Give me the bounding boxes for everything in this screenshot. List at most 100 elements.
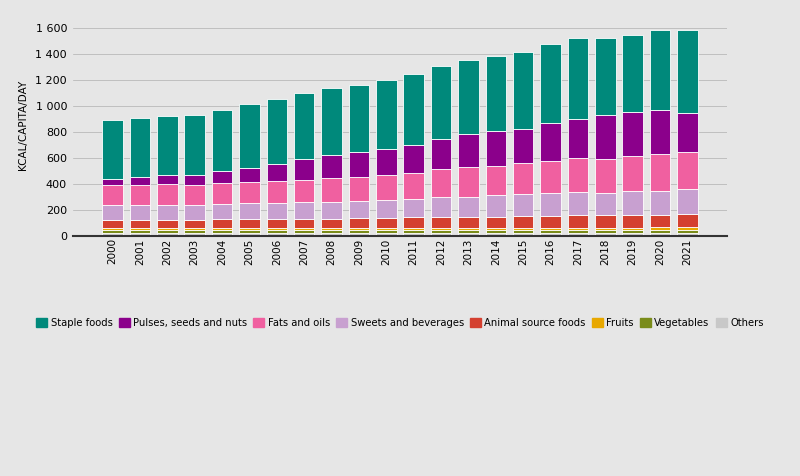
Bar [130,118,150,178]
Bar [430,197,451,218]
Bar [540,233,561,236]
Bar [130,233,150,236]
Bar [185,219,205,228]
Bar [266,164,287,180]
Bar [102,220,123,228]
Bar [513,129,534,163]
Bar [513,194,534,216]
Bar [130,228,150,230]
Bar [595,193,615,215]
Bar [403,233,424,236]
Bar [212,204,232,219]
Bar [650,233,670,236]
Bar [185,228,205,230]
Bar [650,228,670,230]
Bar [376,80,397,149]
Bar [294,159,314,180]
Bar [349,228,370,230]
Bar [349,200,370,218]
Bar [349,85,370,152]
Bar [130,230,150,233]
Bar [677,214,698,228]
Bar [157,230,178,233]
Bar [677,228,698,230]
Bar [568,192,588,215]
Bar [650,109,670,154]
Bar [403,228,424,230]
Bar [486,230,506,233]
Bar [130,185,150,205]
Bar [458,233,478,236]
Bar [239,219,260,228]
Bar [294,228,314,230]
Bar [513,216,534,228]
Bar [294,93,314,159]
Bar [677,113,698,152]
Bar [294,233,314,236]
Bar [185,233,205,236]
Bar [322,89,342,155]
Bar [458,197,478,217]
Bar [540,228,561,230]
Bar [322,228,342,230]
Bar [622,215,643,228]
Bar [322,155,342,178]
Bar [595,215,615,228]
Bar [239,233,260,236]
Bar [513,228,534,230]
Bar [403,145,424,173]
Bar [622,233,643,236]
Bar [458,134,478,168]
Bar [376,149,397,175]
Bar [540,193,561,216]
Bar [568,215,588,228]
Bar [486,166,506,195]
Bar [266,180,287,203]
Bar [595,159,615,193]
Bar [677,30,698,113]
Bar [102,233,123,236]
Bar [568,228,588,230]
Bar [403,173,424,199]
Bar [540,44,561,122]
Bar [677,230,698,233]
Bar [430,218,451,228]
Bar [102,178,123,185]
Legend: Staple foods, Pulses, seeds and nuts, Fats and oils, Sweets and beverages, Anima: Staple foods, Pulses, seeds and nuts, Fa… [33,314,767,332]
Bar [486,217,506,228]
Bar [595,230,615,233]
Bar [102,120,123,178]
Bar [212,228,232,230]
Bar [322,219,342,228]
Bar [185,115,205,175]
Bar [677,233,698,236]
Bar [157,233,178,236]
Bar [102,185,123,205]
Bar [157,176,178,184]
Bar [130,205,150,220]
Bar [349,233,370,236]
Bar [595,233,615,236]
Bar [212,233,232,236]
Bar [349,152,370,177]
Bar [486,56,506,131]
Bar [185,230,205,233]
Bar [595,228,615,230]
Bar [294,230,314,233]
Bar [568,158,588,192]
Bar [349,218,370,228]
Bar [650,154,670,190]
Bar [185,205,205,219]
Bar [622,35,643,112]
Bar [595,115,615,159]
Bar [568,38,588,119]
Bar [430,230,451,233]
Bar [157,228,178,230]
Bar [568,119,588,158]
Bar [239,182,260,203]
Bar [294,202,314,219]
Bar [212,110,232,171]
Bar [212,171,232,183]
Bar [430,66,451,139]
Bar [376,175,397,200]
